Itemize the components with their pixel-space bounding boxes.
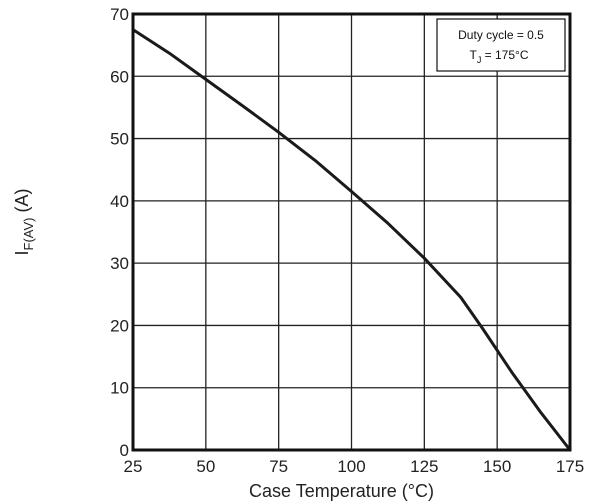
- annotation-box: Duty cycle = 0.5 TJ = 175°C: [436, 18, 566, 72]
- annotation-frame: [436, 18, 566, 72]
- x-tick-label-25: 25: [124, 457, 143, 476]
- y-tick-label-40: 40: [110, 192, 129, 211]
- annotation-tj-main: T: [469, 48, 477, 62]
- x-tick-labels: 25 50 75 100 125 150 175: [124, 457, 585, 476]
- y-tick-label-30: 30: [110, 254, 129, 273]
- annotation-duty-cycle: Duty cycle = 0.5: [458, 28, 544, 42]
- y-tick-label-60: 60: [110, 67, 129, 86]
- x-tick-label-100: 100: [337, 457, 365, 476]
- x-axis-label: Case Temperature (°C): [249, 481, 434, 501]
- x-tick-label-50: 50: [196, 457, 215, 476]
- y-tick-label-70: 70: [110, 5, 129, 24]
- x-tick-label-150: 150: [483, 457, 511, 476]
- y-tick-label-10: 10: [110, 379, 129, 398]
- x-tick-label-125: 125: [410, 457, 438, 476]
- plot-frame: [131, 12, 572, 452]
- x-tick-label-175: 175: [556, 457, 584, 476]
- y-tick-label-50: 50: [110, 130, 129, 149]
- y-axis-label-unit: (A): [12, 189, 32, 218]
- annotation-tj-value: = 175°C: [481, 48, 528, 62]
- x-tick-label-75: 75: [269, 457, 288, 476]
- y-tick-label-0: 0: [120, 441, 129, 460]
- series-line-1: [131, 28, 572, 452]
- grid-lines: [133, 14, 570, 450]
- y-tick-labels: 0 10 20 30 40 50 60 70: [110, 5, 129, 460]
- y-axis-label-subscript: F(AV): [21, 218, 36, 251]
- y-tick-label-20: 20: [110, 316, 129, 335]
- y-axis-label-main: I: [12, 250, 32, 255]
- annotation-tj-subscript: J: [477, 55, 482, 65]
- series-group: [131, 28, 572, 452]
- y-axis-label: IF(AV) (A): [12, 189, 36, 256]
- annotation-junction-temp: TJ = 175°C: [469, 48, 528, 65]
